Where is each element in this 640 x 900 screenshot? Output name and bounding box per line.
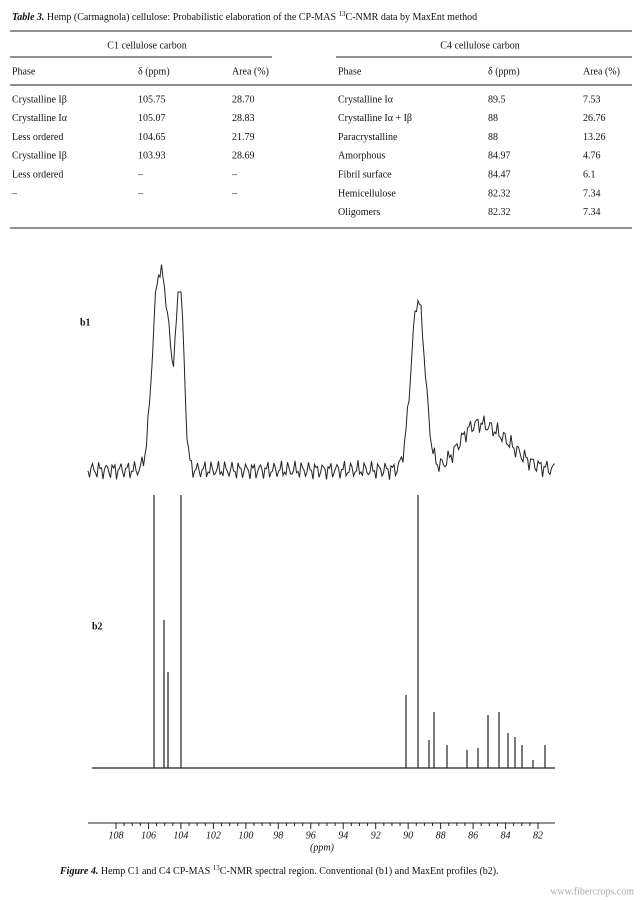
column-header: Area (%) [232, 66, 269, 77]
table-cell: Hemicellulose [338, 188, 396, 199]
figure-caption: Figure 4. Hemp C1 and C4 CP-MAS 13C-NMR … [59, 864, 499, 878]
table-cell: 88 [488, 132, 498, 143]
superscript: 13 [339, 10, 347, 18]
table-cell: 88 [488, 113, 498, 124]
table-cell: 26.76 [583, 113, 606, 124]
spectrum-b1 [87, 264, 555, 480]
table-caption: Table 3. Hemp (Carmagnola) cellulose: Pr… [12, 10, 477, 24]
table-label: Table 3. [12, 12, 44, 23]
table-cell: 4.76 [583, 151, 601, 162]
tick-label: 94 [338, 830, 348, 841]
panel-label: b1 [80, 317, 91, 328]
table-cell: – [231, 188, 238, 199]
tick-label: 82 [533, 830, 543, 841]
table-cell: 7.53 [583, 94, 601, 105]
axis: 108 106 104 102 100 98 96 94 92 90 88 86 84 82 [109, 823, 543, 841]
table-cell: 82.32 [488, 207, 511, 218]
table-cell: – [137, 188, 144, 199]
watermark: www.fibercrops.com [550, 886, 634, 897]
table-cell: Crystalline Iα + Iβ [338, 113, 412, 124]
tick-label: 100 [238, 830, 253, 841]
tick-label: 104 [173, 830, 188, 841]
table-cell: 84.97 [488, 151, 511, 162]
tick-label: 108 [109, 830, 124, 841]
tick-label: 84 [501, 830, 511, 841]
caption-text: C-NMR data by MaxEnt method [346, 12, 478, 23]
table-cell: Amorphous [338, 151, 385, 162]
table-cell: Paracrystalline [338, 132, 398, 143]
caption-text: C-NMR spectral region. Conventional (b1)… [220, 866, 499, 877]
table-cell: 105.07 [138, 113, 166, 124]
table-cell: Crystalline Iα [338, 94, 394, 105]
figure-label: Figure 4. [59, 866, 98, 877]
table-cell: 89.5 [488, 94, 506, 105]
column-header: Phase [12, 66, 36, 77]
table-cell: – [11, 188, 18, 199]
group-header: C1 cellulose carbon [107, 40, 186, 51]
spectrum-b2 [92, 495, 555, 769]
table-cell: Crystalline Iα [12, 113, 68, 124]
caption-text: Hemp (Carmagnola) cellulose: Probabilist… [44, 12, 338, 23]
table-cell: 7.34 [583, 188, 601, 199]
table-cell: Crystalline Iβ [12, 94, 67, 105]
panel-label: b2 [92, 621, 103, 632]
column-header: Area (%) [583, 66, 620, 77]
table-cell: 84.47 [488, 169, 511, 180]
table-cell: 28.70 [232, 94, 255, 105]
table-cell: 21.79 [232, 132, 255, 143]
table-cell: 13.26 [583, 132, 606, 143]
tick-label: 102 [206, 830, 221, 841]
table-cell: Less ordered [12, 132, 63, 143]
table-cell: Crystalline Iβ [12, 151, 67, 162]
superscript: 13 [213, 864, 221, 872]
table-cell: 104.65 [138, 132, 166, 143]
tick-label: 86 [468, 830, 478, 841]
axis-label: (ppm) [310, 842, 335, 853]
table-cell: 103.93 [138, 151, 166, 162]
column-header: Phase [338, 66, 362, 77]
table-cell: – [231, 169, 238, 180]
tick-label: 90 [403, 830, 413, 841]
table-cell: Less ordered [12, 169, 63, 180]
table-cell: 82.32 [488, 188, 511, 199]
table-cell: 28.69 [232, 151, 255, 162]
table-cell: 6.1 [583, 169, 596, 180]
tick-label: 106 [141, 830, 156, 841]
tick-label: 98 [273, 830, 283, 841]
table-cell: – [137, 169, 144, 180]
tick-label: 96 [306, 830, 316, 841]
group-header: C4 cellulose carbon [440, 40, 519, 51]
table-cell: 7.34 [583, 207, 601, 218]
table-cell: Fibril surface [338, 169, 392, 180]
column-header: δ (ppm) [488, 66, 520, 77]
tick-label: 88 [436, 830, 446, 841]
table-cell: 105.75 [138, 94, 166, 105]
table-cell: Oligomers [338, 207, 380, 218]
column-header: δ (ppm) [138, 66, 170, 77]
caption-text: Hemp C1 and C4 CP-MAS [98, 866, 212, 877]
tick-label: 92 [371, 830, 381, 841]
table-cell: 28.83 [232, 113, 255, 124]
